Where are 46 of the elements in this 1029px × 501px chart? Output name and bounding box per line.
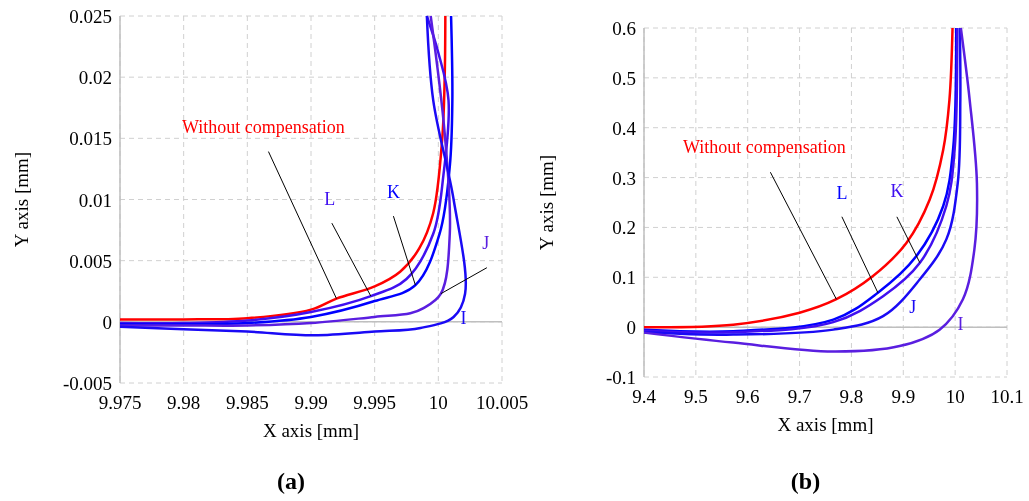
y-tick-label: 0.3 bbox=[612, 167, 636, 189]
series-label: I bbox=[460, 307, 467, 328]
x-tick-label: 9.7 bbox=[787, 386, 812, 407]
x-axis-title: X axis [mm] bbox=[262, 420, 360, 441]
x-tick-label: 9.99 bbox=[294, 392, 328, 413]
text: (a) bbox=[277, 468, 305, 494]
x-tick-label: 9.98 bbox=[167, 392, 201, 413]
text: K bbox=[386, 182, 400, 203]
text: K bbox=[890, 180, 904, 201]
y-tick-label: 0.02 bbox=[78, 67, 112, 89]
x-tick-label: 10 bbox=[428, 392, 448, 413]
y-tick-label: 0.015 bbox=[69, 128, 112, 150]
y-tick-label: 0.005 bbox=[69, 250, 112, 272]
x-tick-label: 9.8 bbox=[839, 386, 864, 407]
y-tick-label: 0.6 bbox=[612, 18, 636, 39]
y-tick-label: -0.1 bbox=[605, 367, 636, 388]
y-tick-label: 0.1 bbox=[612, 267, 636, 289]
y-tick-label: -0.005 bbox=[62, 373, 112, 394]
y-tick-label: 0.5 bbox=[612, 67, 636, 89]
text: Without compensation bbox=[683, 137, 846, 158]
x-tick-label: 9.6 bbox=[735, 386, 760, 407]
x-tick-label: 9.975 bbox=[98, 392, 142, 413]
x-tick-label: 9.985 bbox=[225, 392, 269, 413]
x-tick-label: 10.1 bbox=[990, 386, 1024, 407]
y-tick-label: 0 bbox=[626, 317, 636, 339]
x-tick-label: 9.4 bbox=[632, 386, 657, 407]
text: (b) bbox=[790, 468, 821, 494]
y-tick-label: 0.4 bbox=[612, 117, 637, 139]
series-label: J bbox=[909, 297, 917, 318]
y-tick-label: 0.025 bbox=[69, 6, 112, 27]
series-label: I bbox=[957, 313, 964, 334]
y-tick-label: 0.2 bbox=[612, 217, 636, 239]
x-tick-label: 9.9 bbox=[891, 386, 916, 407]
y-axis-title: Y axis [mm] bbox=[536, 154, 557, 251]
y-tick-label: 0 bbox=[102, 311, 112, 333]
text: L bbox=[836, 182, 848, 203]
x-tick-label: 9.995 bbox=[353, 392, 397, 413]
series-label: J bbox=[482, 232, 490, 253]
x-tick-label: 10 bbox=[945, 386, 965, 407]
text: Without compensation bbox=[182, 116, 345, 137]
y-axis-title: Y axis [mm] bbox=[11, 151, 32, 248]
y-tick-label: 0.01 bbox=[78, 189, 112, 211]
x-tick-label: 9.5 bbox=[683, 386, 708, 407]
x-tick-label: 10.005 bbox=[475, 392, 529, 413]
text: L bbox=[324, 189, 336, 210]
x-axis-title: X axis [mm] bbox=[777, 414, 874, 435]
